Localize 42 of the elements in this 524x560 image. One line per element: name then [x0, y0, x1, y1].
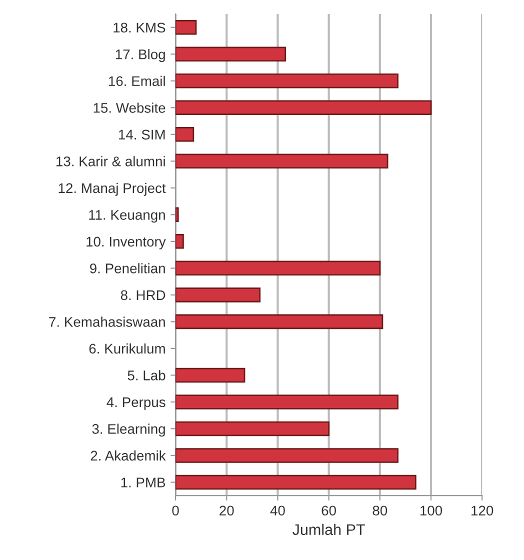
x-tick-label: 80: [372, 506, 388, 516]
bar: [176, 288, 261, 302]
bar: [176, 74, 398, 88]
y-tick-label: 16. Email: [108, 76, 165, 86]
y-tick-label: 11. Keuangn: [89, 210, 165, 223]
bar: [176, 448, 398, 463]
x-tick-label: 20: [220, 506, 234, 516]
y-tick-label: 12. Manaj Project: [58, 182, 166, 196]
bar: [176, 474, 416, 490]
bar: [176, 100, 432, 116]
y-tick-label: 10. Inventory: [86, 236, 166, 250]
bar: [176, 154, 388, 169]
x-tick-label: 120: [472, 506, 494, 516]
bar: [176, 368, 246, 383]
y-tick-label: 1. PMB: [121, 478, 166, 488]
y-tick-label: 3. Elearning: [92, 424, 165, 437]
y-tick-label: 7. Kemahasiswaan: [49, 316, 165, 327]
y-tick-label: 15. Website: [94, 102, 166, 113]
y-tick-label: 5. Lab: [128, 370, 166, 380]
y-tick-label: 17. Blog: [116, 49, 165, 62]
y-tick-label: 18. KMS: [114, 22, 166, 33]
bar: [176, 394, 398, 410]
bar: [176, 207, 179, 222]
y-tick-label: 6. Kurikulum: [89, 343, 165, 354]
y-tick-label: 9. Penelitian: [90, 263, 165, 274]
bar: [176, 421, 330, 436]
x-tick-label: 0: [172, 506, 179, 516]
y-tick-label: 13. Karir & alumni: [56, 156, 165, 166]
bar: [176, 314, 384, 330]
y-tick-label: 4. Perpus: [106, 397, 166, 410]
bar: [176, 260, 381, 276]
bar: [176, 20, 197, 35]
x-tick-label: 100: [420, 506, 442, 516]
y-tick-label: 14. SIM: [119, 130, 165, 140]
y-tick-label: 8. HRD: [120, 290, 166, 300]
bar: [176, 46, 286, 62]
bar: [176, 234, 184, 249]
x-tick-label: 40: [270, 506, 285, 516]
x-axis-title: Jumlah PT: [292, 524, 365, 536]
bar: [176, 127, 194, 142]
y-tick-label: 2. Akademik: [90, 450, 166, 461]
x-tick-label: 60: [322, 506, 336, 516]
